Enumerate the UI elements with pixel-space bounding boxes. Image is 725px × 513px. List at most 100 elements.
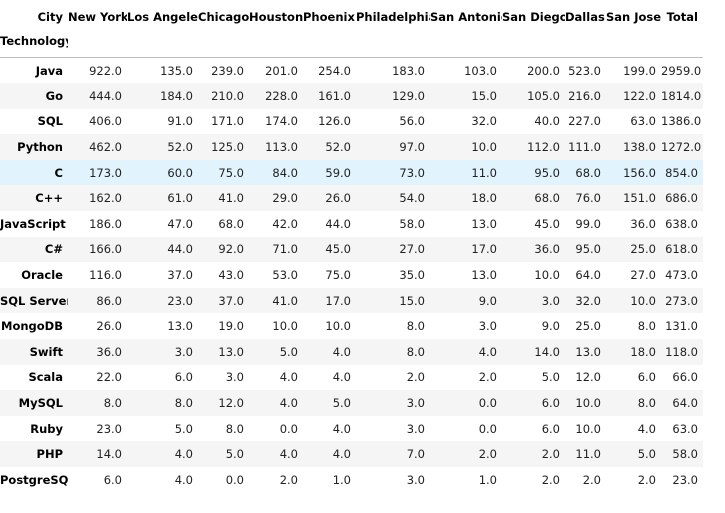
- cell: 63.0: [630, 114, 656, 129]
- cell: 174.0: [265, 114, 298, 129]
- cell: 12.0: [218, 396, 244, 411]
- empty-header: [127, 34, 198, 58]
- row-label: MongoDB: [1, 319, 63, 334]
- cell: 111.0: [568, 140, 601, 155]
- cell: 2.0: [478, 370, 497, 385]
- row-label: MySQL: [18, 396, 63, 411]
- cell: 22.0: [96, 370, 122, 385]
- cell: 63.0: [672, 421, 698, 436]
- cell: 5.0: [541, 370, 560, 385]
- cell: 75.0: [325, 268, 351, 283]
- cell: 13.0: [575, 344, 601, 359]
- cell: 14.0: [96, 447, 122, 462]
- column-header: Phoenix: [303, 10, 355, 24]
- cell: 228.0: [265, 88, 298, 103]
- cell: 23.0: [96, 421, 122, 436]
- cell: 4.0: [478, 344, 497, 359]
- cell: 92.0: [218, 242, 244, 257]
- row-label: Ruby: [30, 421, 63, 436]
- cell: 15.0: [399, 293, 425, 308]
- cell: 186.0: [89, 216, 122, 231]
- cell: 151.0: [623, 191, 656, 206]
- empty-header: [303, 34, 356, 58]
- cell: 97.0: [399, 140, 425, 155]
- cell: 44.0: [325, 216, 351, 231]
- empty-header: [565, 34, 606, 58]
- cell: 171.0: [211, 114, 244, 129]
- cell: 162.0: [89, 191, 122, 206]
- cell: 11.0: [471, 165, 497, 180]
- cell: 3.0: [478, 319, 497, 334]
- cell: 4.0: [332, 370, 351, 385]
- cell: 201.0: [265, 63, 298, 78]
- cell: 35.0: [399, 268, 425, 283]
- cell: 23.0: [167, 293, 193, 308]
- cell: 52.0: [325, 140, 351, 155]
- table-row: Oracle 116.0 37.0 43.0 53.0 75.0 35.0 13.0 10.0 6…: [0, 262, 703, 288]
- cell: 8.0: [174, 396, 193, 411]
- cell: 8.0: [637, 396, 656, 411]
- cell: 15.0: [471, 88, 497, 103]
- cell: 686.0: [665, 191, 698, 206]
- cell: 8.0: [103, 396, 122, 411]
- cell: 103.0: [464, 63, 497, 78]
- cell: 3.0: [406, 472, 425, 487]
- table-row: Java 922.0 135.0 239.0 201.0 254.0 183.0 103.0 2…: [0, 58, 703, 84]
- column-header: Los Angeles: [127, 10, 198, 24]
- table-row: Ruby 23.0 5.0 8.0 0.0 4.0 3.0 0.0 6.0 10.0 4.0 63.0: [0, 416, 703, 442]
- cell: 2959.0: [661, 63, 702, 78]
- cell: 64.0: [672, 396, 698, 411]
- row-label: Python: [17, 140, 63, 155]
- cell: 27.0: [630, 268, 656, 283]
- cell: 6.0: [541, 421, 560, 436]
- cell: 129.0: [392, 88, 425, 103]
- cell: 36.0: [534, 242, 560, 257]
- cell: 68.0: [218, 216, 244, 231]
- row-label: SQL: [37, 114, 63, 129]
- cell: 406.0: [89, 114, 122, 129]
- cell: 8.0: [637, 319, 656, 334]
- cell: 4.0: [279, 370, 298, 385]
- cell: 68.0: [534, 191, 560, 206]
- table-row: PostgreSQL 6.0 4.0 0.0 2.0 1.0 3.0 1.0 2.0 2.0 2.0…: [0, 467, 703, 493]
- cell: 273.0: [665, 293, 698, 308]
- cell: 76.0: [575, 191, 601, 206]
- cell: 5.0: [279, 344, 298, 359]
- cell: 4.0: [332, 447, 351, 462]
- empty-header: [68, 34, 127, 58]
- cell: 37.0: [218, 293, 244, 308]
- cell: 113.0: [265, 140, 298, 155]
- column-header: Houston: [249, 10, 303, 24]
- column-header: New York: [68, 10, 127, 24]
- cell: 64.0: [575, 268, 601, 283]
- cell: 59.0: [325, 165, 351, 180]
- cell: 2.0: [541, 447, 560, 462]
- table-row: Swift 36.0 3.0 13.0 5.0 4.0 8.0 4.0 14.0 13.0 18.0…: [0, 339, 703, 365]
- cell: 58.0: [672, 447, 698, 462]
- column-header: San Jose: [606, 10, 661, 24]
- cell: 41.0: [272, 293, 298, 308]
- cell: 3.0: [225, 370, 244, 385]
- row-label: JavaScript: [0, 216, 66, 231]
- table-row: SQL Server 86.0 23.0 37.0 41.0 17.0 15.0 9.0 3.0…: [0, 287, 703, 314]
- cell: 4.0: [174, 472, 193, 487]
- cell: 10.0: [325, 319, 351, 334]
- table-row: C++ 162.0 61.0 41.0 29.0 26.0 54.0 18.0 68.0 76.0…: [0, 185, 703, 212]
- cell: 3.0: [541, 293, 560, 308]
- cell: 105.0: [527, 88, 560, 103]
- cell: 125.0: [211, 140, 244, 155]
- row-label: PHP: [36, 447, 63, 462]
- cell: 45.0: [534, 216, 560, 231]
- cell: 7.0: [406, 447, 425, 462]
- row-label: Oracle: [21, 268, 63, 283]
- cell: 126.0: [318, 114, 351, 129]
- table-row: SQL 406.0 91.0 171.0 174.0 126.0 56.0 32.0 40.0 2…: [0, 109, 703, 135]
- cell: 8.0: [406, 319, 425, 334]
- cell: 26.0: [325, 191, 351, 206]
- cell: 462.0: [89, 140, 122, 155]
- cell: 29.0: [272, 191, 298, 206]
- cell: 2.0: [541, 472, 560, 487]
- table-body: Java 922.0 135.0 239.0 201.0 254.0 183.0 103.0 2…: [0, 58, 703, 493]
- cell: 26.0: [96, 319, 122, 334]
- column-header: San Antonio: [430, 10, 502, 24]
